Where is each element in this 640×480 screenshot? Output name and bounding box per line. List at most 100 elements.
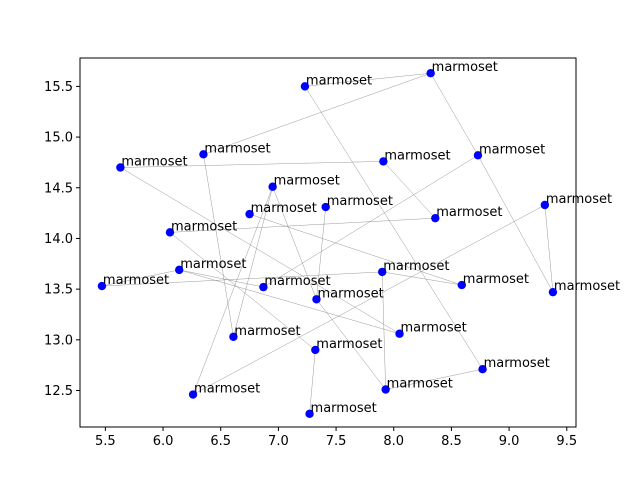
point-label: marmoset xyxy=(316,337,382,352)
point-label: marmoset xyxy=(306,73,372,88)
data-point xyxy=(378,267,387,277)
data-point xyxy=(379,157,388,166)
data-point xyxy=(312,295,321,304)
point-label: marmoset xyxy=(546,192,612,207)
point-label: marmoset xyxy=(204,141,270,156)
data-point xyxy=(381,385,390,394)
x-tick-label: 6.5 xyxy=(210,434,231,449)
data-point xyxy=(188,390,198,399)
edge-line xyxy=(383,161,436,219)
edge-line xyxy=(192,204,545,395)
edge-line xyxy=(304,72,431,87)
data-point xyxy=(97,281,107,291)
plot-frame xyxy=(79,57,577,428)
y-tick-label: 14.5 xyxy=(44,181,73,196)
data-point xyxy=(548,287,558,297)
point-layer xyxy=(97,69,558,419)
data-point xyxy=(175,265,184,275)
point-label: marmoset xyxy=(171,219,237,234)
x-tick-label: 7.0 xyxy=(268,434,289,449)
y-tick-label: 14.0 xyxy=(44,232,73,247)
x-tick-label: 9.0 xyxy=(499,434,520,449)
data-point xyxy=(457,280,467,290)
edge-line xyxy=(430,73,479,156)
x-tick-label: 8.5 xyxy=(441,434,462,449)
data-point xyxy=(300,82,310,91)
data-point xyxy=(431,213,440,223)
edge-line xyxy=(263,155,479,288)
edge-line xyxy=(179,269,264,288)
edge-line xyxy=(385,368,483,390)
x-axis: 5.5 6.0 6.5 7.0 7.5 8.0 8.5 9.0 9.5 xyxy=(95,427,577,449)
edge-line xyxy=(101,271,383,287)
point-label: marmoset xyxy=(432,60,498,75)
edge-line xyxy=(101,269,180,287)
point-label: marmoset xyxy=(274,174,340,189)
point-label: marmoset xyxy=(234,324,300,339)
point-label: marmoset xyxy=(103,273,169,288)
edge-line xyxy=(316,206,326,300)
data-point xyxy=(321,202,330,212)
point-label: marmoset xyxy=(554,279,620,294)
data-point xyxy=(259,282,268,292)
edge-line xyxy=(120,167,400,334)
point-label: marmoset xyxy=(317,286,383,301)
point-label: marmoset xyxy=(463,272,529,287)
edge-line xyxy=(203,154,234,337)
edge-line xyxy=(382,271,462,286)
point-label: marmoset xyxy=(436,205,502,220)
edge-line xyxy=(272,186,317,300)
data-point xyxy=(199,150,208,159)
data-point xyxy=(426,69,435,78)
edge-line xyxy=(233,186,273,337)
point-label: marmoset xyxy=(384,148,450,163)
point-label: marmoset xyxy=(479,142,545,157)
y-tick-label: 15.0 xyxy=(44,131,73,146)
point-label: marmoset xyxy=(264,274,330,289)
edge-layer xyxy=(101,72,554,414)
data-point xyxy=(229,332,238,341)
y-tick-label: 13.5 xyxy=(44,283,73,298)
edge-line xyxy=(544,204,554,293)
x-tick-label: 7.5 xyxy=(326,434,347,449)
data-point xyxy=(540,200,550,210)
edge-line xyxy=(304,86,483,370)
y-tick-label: 15.5 xyxy=(44,80,73,95)
edge-line xyxy=(309,349,316,414)
x-tick-label: 8.0 xyxy=(383,434,404,449)
point-label: marmoset xyxy=(401,321,467,336)
edge-line xyxy=(120,161,384,168)
point-label: marmoset xyxy=(387,376,453,391)
point-label: marmoset xyxy=(383,259,449,274)
data-point xyxy=(305,409,314,419)
edge-line xyxy=(169,232,316,351)
data-point xyxy=(395,329,404,338)
x-tick-label: 9.5 xyxy=(556,434,577,449)
edge-line xyxy=(203,72,431,155)
x-tick-label: 6.0 xyxy=(153,434,174,449)
edge-line xyxy=(316,299,386,390)
point-label: marmoset xyxy=(327,194,393,209)
point-label: marmoset xyxy=(484,356,550,371)
data-point xyxy=(478,365,487,374)
point-label: marmoset xyxy=(311,401,377,416)
edge-line xyxy=(192,186,273,395)
edge-line xyxy=(477,155,554,293)
data-point xyxy=(116,163,125,172)
y-tick-label: 12.5 xyxy=(44,384,73,399)
edge-line xyxy=(381,271,386,390)
y-tick-label: 13.0 xyxy=(44,333,73,348)
data-point xyxy=(165,228,175,237)
point-label: marmoset xyxy=(180,257,246,272)
data-point xyxy=(311,345,320,355)
x-tick-label: 5.5 xyxy=(95,434,116,449)
point-label: marmoset xyxy=(121,154,187,169)
edge-line xyxy=(169,217,436,233)
data-point xyxy=(245,209,254,219)
data-point xyxy=(473,151,483,160)
edge-line xyxy=(249,213,462,286)
point-label: marmoset xyxy=(194,382,260,397)
